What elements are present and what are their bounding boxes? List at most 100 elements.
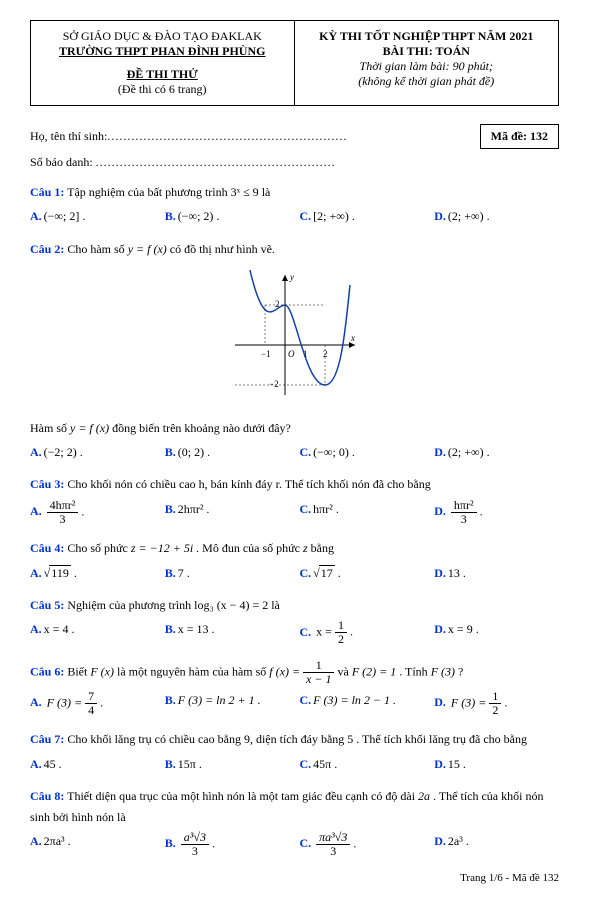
q6-B: F (3) = ln 2 + 1 .: [178, 693, 261, 707]
q2-inline1: y = f (x): [128, 242, 167, 256]
q6-A-pre: F (3) =: [47, 695, 85, 709]
q6-inline1: F (x): [90, 664, 114, 678]
q8-options: A.2πa³ . B. a³√33 . C. πa³√33 . D.2a³ .: [30, 831, 559, 858]
question-3: Câu 3: Cho khối nón có chiều cao h, bán …: [30, 474, 559, 526]
q4-text-a: Cho số phức: [67, 541, 131, 555]
q6-inline3: F (3): [431, 664, 455, 678]
q7-C: 45π .: [313, 757, 337, 771]
id-dots: [96, 155, 336, 169]
q1-inline: 3ˣ ≤ 9: [231, 185, 259, 199]
q6-text-e: ?: [458, 664, 463, 678]
tick-y2: 2: [275, 299, 280, 309]
exam-code-box: Mã đề: 132: [480, 124, 559, 149]
q6-f-frac: 1x − 1: [303, 659, 334, 686]
q7-A: 45 .: [44, 757, 62, 771]
q5-A: x = 4 .: [44, 622, 75, 636]
q4-text-c: bằng: [311, 541, 334, 555]
origin-label: O: [288, 349, 295, 359]
y-label: y: [289, 272, 294, 282]
q3-options: A. 4hπr²3 . B.2hπr² . C.hπr² . D. hπr²3 …: [30, 499, 559, 526]
q7-D: 15 .: [448, 757, 466, 771]
q1-text-a: Tập nghiệm của bất phương trình: [67, 185, 230, 199]
q6-inline2: F (2) = 1: [352, 664, 396, 678]
q8-D: 2a³ .: [448, 834, 469, 848]
q6-A-frac: 74: [85, 690, 97, 717]
q1-A-label: A.: [30, 209, 42, 223]
question-5: Câu 5: Nghiệm của phương trình log₃ (x −…: [30, 595, 559, 647]
q5-text-b: là: [271, 598, 280, 612]
q2-inline2: y = f (x): [70, 421, 109, 435]
q6-text-d: . Tính: [399, 664, 430, 678]
q7-label: Câu 7:: [30, 732, 64, 746]
q5-C-post: .: [350, 625, 353, 639]
q4-A-sqrt: 119: [44, 566, 71, 580]
q3-B: 2hπr² .: [178, 502, 210, 516]
name-label: Họ, tên thí sinh:: [30, 129, 107, 144]
question-6: Câu 6: Biết F (x) là một nguyên hàm của …: [30, 659, 559, 718]
q5-C-pre: x =: [316, 625, 335, 639]
header-box: SỞ GIÁO DỤC & ĐÀO TẠO ĐAKLAK TRƯỜNG THPT…: [30, 20, 559, 106]
q3-label: Câu 3:: [30, 477, 64, 491]
q1-B: (−∞; 2) .: [178, 209, 220, 223]
q1-C-label: C.: [300, 209, 312, 223]
q5-label: Câu 5:: [30, 598, 64, 612]
q2-options: A.(−2; 2) . B.(0; 2) . C.(−∞; 0) . D.(2;…: [30, 442, 559, 462]
q6-A-post: .: [100, 695, 103, 709]
q2-text-b: có đồ thị như hình vẽ.: [170, 242, 275, 256]
q6-text-a: Biết: [67, 664, 90, 678]
school-line: TRƯỜNG THPT PHAN ĐÌNH PHÙNG: [39, 44, 286, 59]
q2-label: Câu 2:: [30, 242, 64, 256]
q3-A-frac: 4hπr²3: [47, 499, 79, 526]
q2-curve: [250, 270, 350, 385]
q4-text-b: . Mô đun của số phức: [196, 541, 303, 555]
tick-xm1: −1: [261, 349, 271, 359]
q2-text-a: Cho hàm số: [67, 242, 127, 256]
q3-C: hπr² .: [313, 502, 339, 516]
question-8: Câu 8: Thiết diện qua trục của một hình …: [30, 786, 559, 858]
q6-C: F (3) = ln 2 − 1 .: [313, 693, 396, 707]
duration-line: Thời gian làm bài: 90 phút;: [303, 59, 551, 74]
q1-D-label: D.: [434, 209, 446, 223]
q8-inline: 2a: [418, 789, 430, 803]
x-label: x: [350, 333, 355, 343]
q8-A: 2πa³ .: [44, 834, 71, 848]
q1-options: A.(−∞; 2] . B.(−∞; 2) . C.[2; +∞) . D.(2…: [30, 206, 559, 226]
q6-D-frac: 12: [489, 690, 501, 717]
y-axis-arrow: [282, 275, 288, 281]
name-dots: [107, 129, 347, 144]
q2-text-d: đồng biến trên khoảng nào dưới đây?: [112, 421, 291, 435]
q8-C-frac: πa³√33: [316, 831, 350, 858]
exam-title-line: KỲ THI TỐT NGHIỆP THPT NĂM 2021: [303, 29, 551, 44]
q2-B: (0; 2) .: [178, 445, 210, 459]
q1-label: Câu 1:: [30, 185, 64, 199]
q4-inline2: z: [303, 541, 308, 555]
q4-C-sqrt: 17: [313, 566, 335, 580]
q5-D: x = 9 .: [448, 622, 479, 636]
q2-graph-wrap: −1 1 2 2 −2 O x y: [30, 265, 559, 411]
page-footer: Trang 1/6 - Mã đề 132: [30, 872, 559, 884]
header-left: SỞ GIÁO DỤC & ĐÀO TẠO ĐAKLAK TRƯỜNG THPT…: [31, 21, 295, 105]
q8-B-frac: a³√33: [181, 831, 209, 858]
page-count-line: (Đề thi có 6 trang): [39, 82, 286, 97]
q1-A: (−∞; 2] .: [44, 209, 86, 223]
id-label: Số báo danh:: [30, 155, 93, 169]
q4-B: 7 .: [178, 566, 190, 580]
question-1: Câu 1: Tập nghiệm của bất phương trình 3…: [30, 182, 559, 227]
q6-text-c: và: [337, 664, 351, 678]
q2-text-c: Hàm số: [30, 421, 70, 435]
q4-options: A.119 . B.7 . C.17 . D.13 .: [30, 563, 559, 583]
dept-line: SỞ GIÁO DỤC & ĐÀO TẠO ĐAKLAK: [39, 29, 286, 44]
duration-note-line: (không kể thời gian phát đề): [303, 74, 551, 89]
q4-D: 13 .: [448, 566, 466, 580]
exam-type-line: ĐỀ THI THỬ: [39, 67, 286, 82]
subject-line: BÀI THI: TOÁN: [303, 44, 551, 59]
tick-x2: 2: [323, 349, 328, 359]
q2-graph: −1 1 2 2 −2 O x y: [225, 265, 365, 405]
q4-label: Câu 4:: [30, 541, 64, 555]
q5-inline: log₃ (x − 4) = 2: [194, 598, 268, 612]
q1-D: (2; +∞) .: [448, 209, 490, 223]
tick-x1: 1: [303, 349, 308, 359]
question-7: Câu 7: Cho khối lăng trụ có chiều cao bằ…: [30, 729, 559, 774]
q5-text-a: Nghiệm của phương trình: [67, 598, 194, 612]
question-4: Câu 4: Cho số phức z = −12 + 5i . Mô đun…: [30, 538, 559, 583]
